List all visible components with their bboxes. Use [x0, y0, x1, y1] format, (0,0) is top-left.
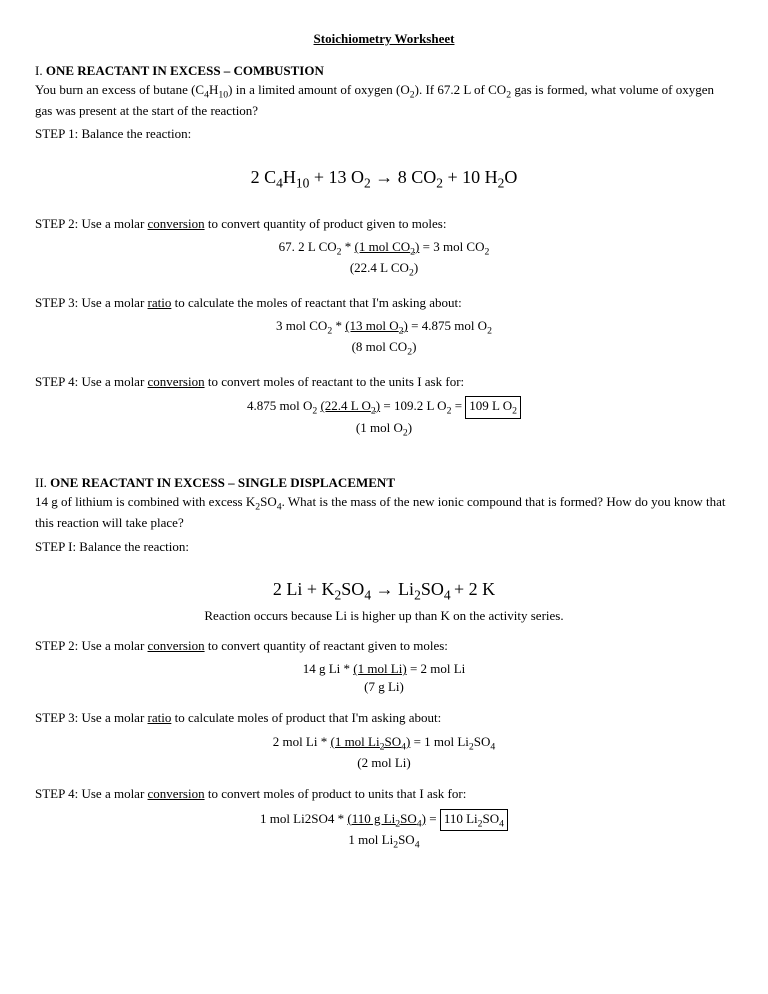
section2-num: II.: [35, 475, 47, 490]
txt: SO: [474, 734, 491, 749]
txt: (1 mol O: [356, 420, 403, 435]
txt: to convert moles of reactant to the unit…: [205, 374, 465, 389]
s1-calc2: 67. 2 L CO2 * (1 mol CO2) = 3 mol CO2 (2…: [35, 238, 733, 280]
txt: to convert quantity of product given to …: [205, 216, 447, 231]
section1-problem: You burn an excess of butane (C4H10) in …: [35, 81, 733, 119]
txt: = 3 mol CO: [419, 239, 484, 254]
txt: *: [342, 239, 355, 254]
txt: =: [426, 811, 440, 826]
s2-note: Reaction occurs because Li is higher up …: [35, 607, 733, 625]
txt: ): [408, 420, 412, 435]
txt: STEP 3: Use a molar: [35, 295, 148, 310]
s2-step1: STEP I: Balance the reaction:: [35, 538, 733, 556]
s2-step2: STEP 2: Use a molar conversion to conver…: [35, 637, 733, 655]
s1-answer-box: 109 L O2: [465, 396, 521, 419]
txt: + 2 K: [454, 579, 495, 599]
txt: ) in a limited amount of oxygen (O: [228, 82, 410, 97]
txt: = 109.2 L O: [380, 398, 446, 413]
txt: 14 g Li *: [303, 661, 354, 676]
txt: (8 mol CO: [352, 339, 408, 354]
txt: = 4.875 mol O: [408, 318, 487, 333]
txt: (1 mol CO: [355, 239, 411, 254]
txt: (13 mol O: [345, 318, 398, 333]
section1-heading: I. ONE REACTANT IN EXCESS – COMBUSTION: [35, 62, 733, 80]
txt: 2 mol Li *: [273, 734, 331, 749]
txt: SO: [483, 811, 500, 826]
txt: 110 Li: [444, 811, 478, 826]
txt: + 10 H: [443, 167, 498, 187]
txt: SO: [341, 579, 364, 599]
txt: 67. 2 L CO: [279, 239, 337, 254]
txt: (22.4 L O: [320, 398, 370, 413]
txt: You burn an excess of butane (C: [35, 82, 204, 97]
txt: = 2 mol Li: [407, 661, 466, 676]
txt: 109 L O: [469, 398, 512, 413]
txt: conversion: [148, 216, 205, 231]
txt: STEP 4: Use a molar: [35, 374, 148, 389]
txt: 2 C: [251, 167, 277, 187]
s2-calc4: 1 mol Li2SO4 * (110 g Li2SO4) = 110 Li2S…: [35, 809, 733, 853]
txt: 1 mol Li: [348, 832, 393, 847]
txt: O: [504, 167, 517, 187]
txt: + 13 O: [309, 167, 364, 187]
s2-step3: STEP 3: Use a molar ratio to calculate m…: [35, 709, 733, 727]
section2-heading: II. ONE REACTANT IN EXCESS – SINGLE DISP…: [35, 474, 733, 492]
txt: STEP 3: Use a molar: [35, 710, 148, 725]
section2-name: ONE REACTANT IN EXCESS – SINGLE DISPLACE…: [50, 475, 395, 490]
txt: ): [412, 339, 416, 354]
txt: (22.4 L CO: [350, 260, 409, 275]
txt: conversion: [148, 786, 205, 801]
worksheet-title: Stoichiometry Worksheet: [35, 30, 733, 48]
s2-calc2: 14 g Li * (1 mol Li) = 2 mol Li (7 g Li): [35, 660, 733, 695]
txt: ratio: [148, 295, 172, 310]
txt: 3 mol CO: [276, 318, 327, 333]
txt: to calculate moles of product that I'm a…: [171, 710, 441, 725]
txt: SO: [400, 811, 417, 826]
txt: STEP 4: Use a molar: [35, 786, 148, 801]
txt: =: [451, 398, 465, 413]
txt: 4.875 mol O: [247, 398, 312, 413]
s2-step4: STEP 4: Use a molar conversion to conver…: [35, 785, 733, 803]
txt: conversion: [148, 638, 205, 653]
txt: → Li: [371, 579, 414, 599]
txt: conversion: [148, 374, 205, 389]
txt: 2 Li + K: [273, 579, 335, 599]
txt: to convert moles of product to units tha…: [205, 786, 467, 801]
s1-step1: STEP 1: Balance the reaction:: [35, 125, 733, 143]
txt: (1 mol Li): [353, 661, 406, 676]
txt: to convert quantity of reactant given to…: [205, 638, 448, 653]
s2-equation: 2 Li + K2SO4 → Li2SO4 + 2 K: [35, 577, 733, 605]
txt: 14 g of lithium is combined with excess …: [35, 494, 255, 509]
s2-calc3: 2 mol Li * (1 mol Li2SO4) = 1 mol Li2SO4…: [35, 733, 733, 771]
txt: *: [332, 318, 345, 333]
s1-step4: STEP 4: Use a molar conversion to conver…: [35, 373, 733, 391]
txt: SO: [398, 832, 415, 847]
s1-step3: STEP 3: Use a molar ratio to calculate t…: [35, 294, 733, 312]
txt: STEP 2: Use a molar: [35, 638, 148, 653]
txt: ): [414, 260, 418, 275]
txt: 1 mol Li2SO4 *: [260, 811, 347, 826]
txt: (7 g Li): [35, 678, 733, 696]
txt: (1 mol Li: [330, 734, 379, 749]
txt: = 1 mol Li: [410, 734, 469, 749]
section1-num: I.: [35, 63, 43, 78]
txt: SO: [384, 734, 401, 749]
txt: ). If 67.2 L of CO: [415, 82, 507, 97]
txt: → 8 CO: [371, 167, 437, 187]
s1-calc3: 3 mol CO2 * (13 mol O2) = 4.875 mol O2 (…: [35, 317, 733, 359]
s2-answer-box: 110 Li2SO4: [440, 809, 508, 832]
txt: (110 g Li: [347, 811, 395, 826]
s1-calc4: 4.875 mol O2 (22.4 L O2) = 109.2 L O2 = …: [35, 396, 733, 440]
txt: SO: [421, 579, 444, 599]
section2-problem: 14 g of lithium is combined with excess …: [35, 493, 733, 531]
txt: to calculate the moles of reactant that …: [171, 295, 461, 310]
txt: SO: [260, 494, 277, 509]
s1-step2: STEP 2: Use a molar conversion to conver…: [35, 215, 733, 233]
txt: ratio: [148, 710, 172, 725]
txt: (2 mol Li): [35, 754, 733, 772]
txt: STEP 2: Use a molar: [35, 216, 148, 231]
s1-equation: 2 C4H10 + 13 O2 → 8 CO2 + 10 H2O: [35, 165, 733, 193]
section1-name: ONE REACTANT IN EXCESS – COMBUSTION: [46, 63, 324, 78]
